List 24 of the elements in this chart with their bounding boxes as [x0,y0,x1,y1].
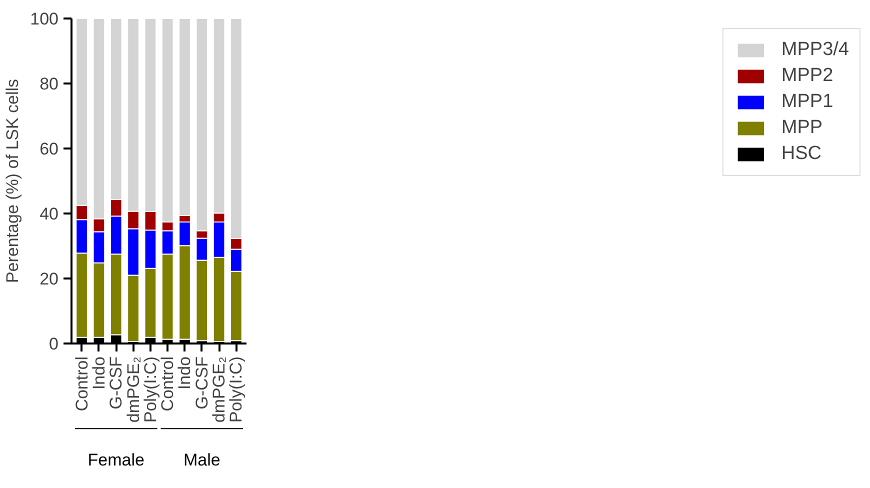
y-tick-label: 20 [40,270,59,288]
legend-label: MPP2 [781,65,834,87]
y-tick-label: 0 [49,334,59,354]
x-tick-label: Control [72,356,92,412]
text: Male [183,450,220,470]
legend-label: MPP3/4 [781,39,849,61]
x-tick-label: dmPGE₂ [124,356,143,423]
y-tick-label: 80 [40,74,59,94]
x-tick-label: Indo [89,356,108,390]
text: Female [88,450,144,470]
legend-label: MPP1 [781,91,834,113]
x-tick-label: Poly(I:C) [140,356,160,423]
x-tick-label: Poly(I:C) [226,356,246,423]
y-tick-label: 100 [30,10,59,28]
x-tick-label: dmPGE₂ [210,356,229,423]
legend-label: MPP [781,117,823,139]
y-tick-label: 60 [40,140,59,158]
y-axis-title: Perentage (%) of LSK cells [3,78,22,284]
x-tick-label: Control [158,356,178,412]
y-tick-label: 40 [40,204,59,224]
x-tick-label: Indo [175,356,194,390]
x-tick-label: G-CSF [106,356,126,410]
legend-label: HSC [781,143,822,165]
x-tick-label: G-CSF [192,356,212,410]
